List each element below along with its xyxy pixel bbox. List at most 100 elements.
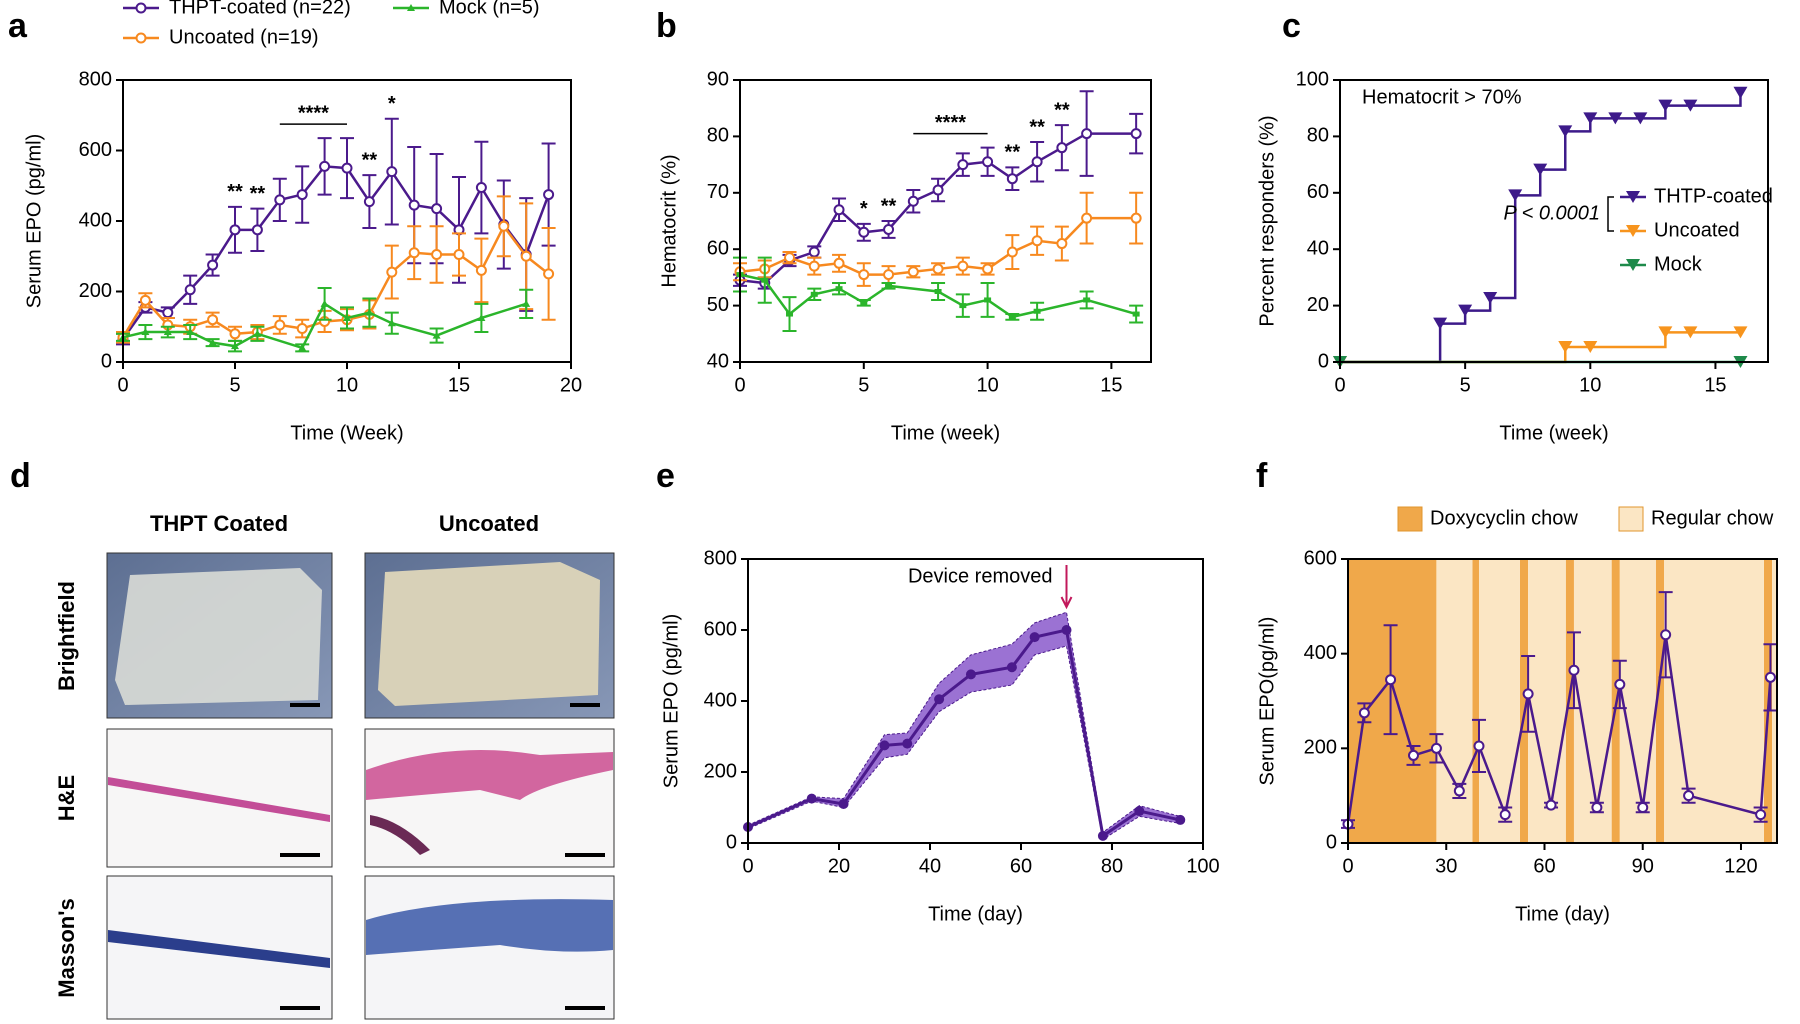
step-line [1340,331,1741,364]
x-tick-label: 15 [1704,374,1726,396]
x-tick-label: 0 [1334,374,1345,396]
marker [1453,785,1465,797]
marker [1132,311,1140,317]
marker [1683,790,1695,802]
marker [296,323,308,335]
significance: ** [227,181,243,203]
marker [1733,86,1748,99]
legend-label: THPT-coated (n=22) [169,0,351,18]
marker [320,299,329,307]
marker [1385,674,1397,686]
y-tick-label: 100 [1296,68,1329,90]
significance: ** [362,149,378,171]
marker [808,260,820,272]
legend-label: Uncoated [1654,219,1740,241]
x-tick-label: 0 [742,855,753,877]
marker [135,2,147,14]
marker [231,342,239,350]
marker [1558,341,1573,354]
y-tick-label: 200 [704,760,737,782]
y-tick-label: 200 [1304,737,1337,759]
chow-band [1528,559,1566,843]
marker [1499,809,1511,821]
y-tick-label: 400 [79,209,112,231]
y-tick-label: 800 [704,547,737,569]
column-header: Uncoated [439,511,539,536]
marker [806,793,817,804]
marker [932,184,944,196]
y-tick-label: 600 [1304,547,1337,569]
marker [1608,112,1623,125]
significance: * [388,93,396,115]
x-tick-label: 15 [448,374,470,396]
marker [298,343,307,351]
y-tick-label: 0 [1318,350,1329,372]
plot-frame [1347,558,1778,844]
significance: ** [1005,142,1021,164]
marker [274,194,286,206]
marker [498,220,510,232]
marker [1006,173,1018,185]
chow-band [1348,559,1437,843]
x-axis-label: Time (week) [891,422,1000,444]
marker [296,189,308,201]
marker [432,331,441,339]
marker [784,252,796,264]
marker [1626,191,1640,203]
chow-band [1436,559,1473,843]
marker [1130,128,1142,140]
x-tick-label: 20 [560,374,582,396]
device [378,562,600,706]
x-tick-label: 0 [734,374,745,396]
panel-letter: e [656,457,675,495]
tissue [370,815,430,855]
p-value: P < 0.0001 [1503,202,1600,224]
y-tick-label: 60 [1307,181,1329,203]
x-tick-label: 5 [229,374,240,396]
x-tick-label: 90 [1632,855,1654,877]
chow-band [1664,559,1764,843]
y-tick-label: 20 [1307,294,1329,316]
marker [253,329,262,337]
marker [1683,326,1698,339]
marker [363,196,375,208]
x-axis-label: Time (Week) [290,422,403,444]
marker [274,319,286,331]
marker [833,204,845,216]
y-tick-label: 90 [707,68,729,90]
marker [453,248,465,260]
x-tick-label: 10 [976,374,998,396]
marker [208,338,217,346]
x-axis-label: Time (week) [1499,422,1608,444]
y-axis-label: Hematocrit (%) [658,154,680,287]
x-tick-label: 40 [919,855,941,877]
series-line [739,132,1137,285]
chow-band [1519,559,1529,843]
legend-swatch [1397,506,1423,532]
confidence-band [747,611,1181,841]
marker [1533,163,1548,176]
chow-band [1478,559,1520,843]
series-line [1346,634,1772,825]
row-header: Brightfield [54,581,79,691]
marker [162,307,174,319]
x-tick-label: 30 [1435,855,1457,877]
y-axis-label: Serum EPO(pg/ml) [1256,617,1278,786]
marker [907,195,919,207]
panel-d: d THPT Coated Uncoated Brightfield H&E M… [10,457,615,1020]
marker [1433,317,1448,330]
marker [1083,297,1091,303]
x-axis-label: Time (day) [928,903,1023,925]
marker [1430,742,1442,754]
marker [1006,246,1018,258]
marker [1358,707,1370,719]
marker [858,226,870,238]
significance: ** [250,183,266,205]
marker [1658,326,1673,339]
x-axis-label: Time (day) [1515,903,1610,925]
marker [1031,235,1043,247]
marker [1483,291,1498,304]
row-header: Masson's [54,898,79,997]
significance: ** [1029,116,1045,138]
